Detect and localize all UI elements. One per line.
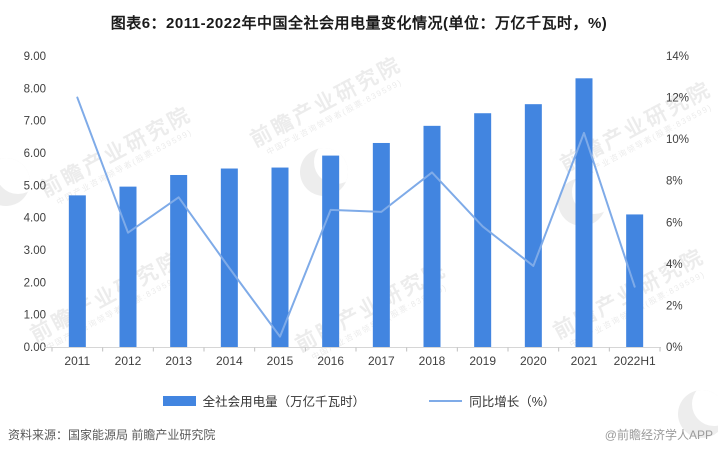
legend-item-growth: 同比增长（%） — [429, 391, 555, 410]
chart-title: 图表6：2011-2022年中国全社会用电量变化情况(单位：万亿千瓦时，%) — [110, 15, 608, 32]
left-axis-tick-label: 8.00 — [24, 83, 46, 95]
x-axis-category-label: 2011 — [64, 354, 90, 368]
consumption-bar — [626, 214, 644, 347]
consumption-bar — [322, 155, 340, 347]
right-axis-tick-label: 6% — [666, 217, 683, 229]
x-axis-category-label: 2019 — [469, 354, 496, 368]
left-axis-tick-label: 0.00 — [24, 342, 46, 354]
x-axis-category-label: 2020 — [520, 354, 547, 368]
x-axis-category-label: 2015 — [267, 354, 294, 368]
x-axis-category-label: 2017 — [368, 354, 395, 368]
consumption-bar — [524, 104, 542, 347]
right-axis-tick-label: 12% — [666, 93, 689, 105]
right-axis-tick-label: 8% — [666, 176, 683, 188]
consumption-bar — [372, 142, 390, 347]
chart-canvas: 0.00 1.00 2.00 3.00 4.00 5.00 6.00 7.00 8.00 9.00… — [24, 51, 689, 368]
left-axis-tick-label: 5.00 — [24, 180, 46, 192]
bar-swatch-icon — [162, 395, 196, 406]
x-axis-category-label: 2016 — [317, 354, 344, 368]
left-axis-tick-label: 7.00 — [24, 116, 46, 128]
consumption-bar — [68, 195, 86, 347]
consumption-bar — [474, 113, 492, 347]
right-axis-tick-label: 14% — [666, 51, 689, 63]
left-axis-tick-label: 4.00 — [24, 213, 46, 225]
x-axis-category-label: 2018 — [419, 354, 446, 368]
x-axis-category-label: 2012 — [115, 354, 142, 368]
consumption-bar — [170, 174, 188, 347]
x-axis-category-label: 2022H1 — [614, 354, 656, 368]
right-axis-tick-label: 10% — [666, 134, 689, 146]
left-axis-tick-label: 9.00 — [24, 51, 46, 63]
legend: 全社会用电量（万亿千瓦时） 同比增长（%） — [0, 391, 718, 410]
credit-note: @前瞻经济学人APP — [604, 428, 713, 442]
right-axis-tick-label: 0% — [666, 342, 683, 354]
consumption-bar — [119, 186, 137, 347]
x-axis-category-label: 2014 — [216, 354, 243, 368]
consumption-bar — [575, 78, 593, 347]
growth-line — [76, 96, 636, 338]
legend-item-consumption: 全社会用电量（万亿千瓦时） — [162, 391, 366, 410]
x-axis-category-label: 2021 — [571, 354, 598, 368]
right-axis-tick-label: 2% — [666, 300, 683, 312]
left-axis-tick-label: 6.00 — [24, 148, 46, 160]
left-axis-tick-label: 3.00 — [24, 245, 46, 257]
legend-label-growth: 同比增长（%） — [469, 395, 556, 409]
left-axis-tick-label: 2.00 — [24, 277, 46, 289]
left-axis-tick-label: 1.00 — [24, 310, 46, 322]
footer: 资料来源：国家能源局 前瞻产业研究院 @前瞻经济学人APP — [8, 426, 713, 443]
source-note: 资料来源：国家能源局 前瞻产业研究院 — [8, 428, 216, 442]
consumption-bar — [423, 125, 441, 347]
x-axis-category-label: 2013 — [165, 354, 192, 368]
line-swatch-icon — [429, 399, 463, 402]
right-axis-tick-label: 4% — [666, 259, 683, 271]
consumption-bar — [271, 167, 289, 347]
legend-label-consumption: 全社会用电量（万亿千瓦时） — [202, 395, 366, 409]
consumption-bar — [220, 168, 238, 347]
